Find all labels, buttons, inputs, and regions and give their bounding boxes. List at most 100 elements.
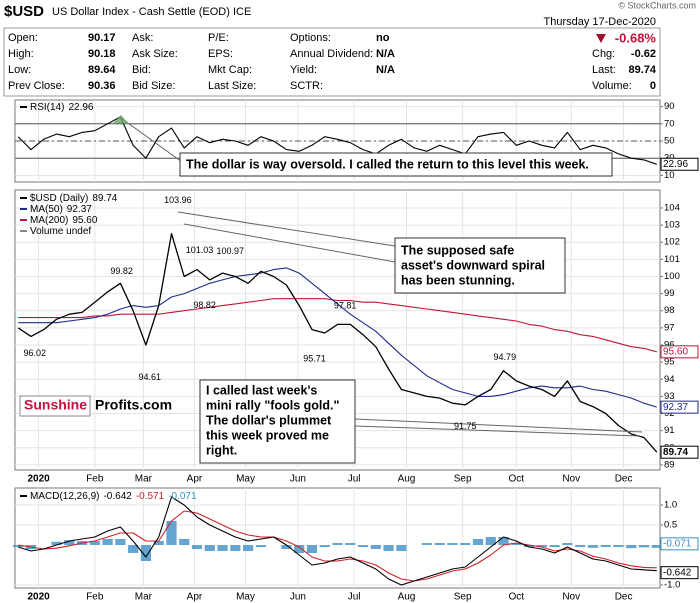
value-box-label: -0.642 xyxy=(663,567,692,578)
price-label: 99.82 xyxy=(110,266,133,276)
field-value: N/A xyxy=(376,64,395,76)
watermark-brand: Sunshine xyxy=(24,397,87,413)
histogram-bar xyxy=(485,537,496,545)
y-tick-label: 104 xyxy=(664,202,680,213)
histogram-bar xyxy=(128,545,139,553)
histogram-bar xyxy=(242,545,254,551)
x-tick-label: Aug xyxy=(398,474,416,485)
field-label: Options: xyxy=(290,32,331,44)
histogram-bar xyxy=(600,545,611,547)
field-label: Low: xyxy=(8,64,31,76)
histogram-bar xyxy=(613,545,624,547)
y-tick-label: 1.0 xyxy=(664,500,677,511)
value-box xyxy=(660,345,699,359)
x-tick-label: Nov xyxy=(562,592,580,603)
field-label: SCTR: xyxy=(290,80,323,92)
y-tick-label: 102 xyxy=(664,237,680,248)
field-label: Bid: xyxy=(132,64,151,76)
quote-value: -0.62 xyxy=(631,48,656,60)
value-box-label: 22.96 xyxy=(663,159,688,170)
histogram-bar xyxy=(562,543,573,545)
y-tick-label: 91 xyxy=(664,425,675,436)
histogram-bar xyxy=(536,545,547,547)
annotation-line: The dollar is way oversold. I called the… xyxy=(186,157,589,171)
x-tick-label: Nov xyxy=(562,474,580,485)
price-label: 95.71 xyxy=(303,353,326,363)
x-tick-label: Jun xyxy=(290,592,306,603)
x-tick-label: Mar xyxy=(135,474,153,485)
pointer xyxy=(183,223,396,263)
histogram-bar xyxy=(64,540,75,545)
histogram-bar xyxy=(472,539,484,545)
x-tick-label: Dec xyxy=(615,592,633,603)
histogram-bar xyxy=(626,545,637,549)
histogram-bar xyxy=(498,537,509,545)
histogram-bar xyxy=(89,541,100,545)
quote-label: Last: xyxy=(592,64,616,76)
x-tick-label: Feb xyxy=(86,474,104,485)
pointer xyxy=(120,117,183,163)
price-label: 91.75 xyxy=(454,421,477,431)
histogram-bar xyxy=(115,539,126,545)
histogram-bar xyxy=(281,545,292,549)
value-box xyxy=(660,400,699,414)
value-box xyxy=(660,566,699,580)
watermark-suffix: Profits.com xyxy=(95,397,172,413)
series-line xyxy=(17,116,657,165)
x-tick-label: Jun xyxy=(290,474,306,485)
legend-entry: MA(50) 92.37 xyxy=(30,204,92,215)
histogram-bar xyxy=(51,541,62,545)
legend-entry: RSI(14) 22.96 xyxy=(30,102,94,113)
legend-entry: $USD (Daily) 89.74 xyxy=(30,193,118,204)
series-line xyxy=(18,510,657,582)
annotation-line: mini rally "fools gold." xyxy=(206,398,339,412)
y-tick-label: -1.0 xyxy=(664,580,680,591)
watermark-box xyxy=(19,395,91,417)
value-box-label: -0.071 xyxy=(663,538,692,549)
field-value: 90.17 xyxy=(88,32,116,44)
y-tick-label: 50 xyxy=(664,136,675,147)
y-tick-label: 103 xyxy=(664,220,680,231)
field-label: Mkt Cap: xyxy=(208,64,252,76)
legend-part: -0.071 xyxy=(168,491,197,502)
macd-frame xyxy=(14,487,661,589)
quote-label: Volume: xyxy=(592,80,632,92)
value-box-label: 89.74 xyxy=(663,447,688,458)
x-tick-label: Aug xyxy=(398,592,416,603)
histogram-bar xyxy=(370,545,381,549)
legend-entry: Volume undef xyxy=(30,226,91,237)
field-value: 89.64 xyxy=(88,64,116,76)
histogram-bar xyxy=(13,545,24,547)
pointer xyxy=(354,418,643,433)
series-line xyxy=(17,233,658,453)
y-tick-label: 93 xyxy=(664,391,675,402)
histogram-bar xyxy=(460,543,471,545)
annotation-line: asset's downward spiral xyxy=(401,258,545,272)
histogram-bar xyxy=(523,545,535,547)
histogram-bar xyxy=(153,541,164,545)
histogram-bar xyxy=(345,543,356,545)
y-tick-label: 96 xyxy=(664,340,675,351)
quote-value: 89.74 xyxy=(628,64,656,76)
annotation-line: right. xyxy=(206,443,237,457)
x-tick-label: Jul xyxy=(348,592,361,603)
histogram-bar xyxy=(204,545,215,551)
x-tick-label: 2020 xyxy=(28,474,51,485)
rsi-highlight xyxy=(113,115,129,124)
x-tick-label: May xyxy=(236,474,255,485)
x-tick-label: 2020 xyxy=(28,592,51,603)
x-tick-label: Jul xyxy=(348,474,361,485)
field-label: P/E: xyxy=(208,32,229,44)
down-arrow xyxy=(596,34,606,43)
instrument-name: US Dollar Index - Cash Settle (EOD) ICE xyxy=(52,6,251,18)
annotation-line: I called last week's xyxy=(206,383,317,397)
histogram-bar xyxy=(319,545,330,547)
field-value: N/A xyxy=(376,48,395,60)
histogram-bar xyxy=(191,545,203,549)
x-tick-label: Oct xyxy=(509,474,525,485)
price-frame xyxy=(14,189,661,471)
x-tick-label: May xyxy=(236,592,255,603)
field-value: 90.18 xyxy=(88,48,116,60)
price-label: 94.61 xyxy=(138,372,161,382)
series-line xyxy=(18,267,657,408)
